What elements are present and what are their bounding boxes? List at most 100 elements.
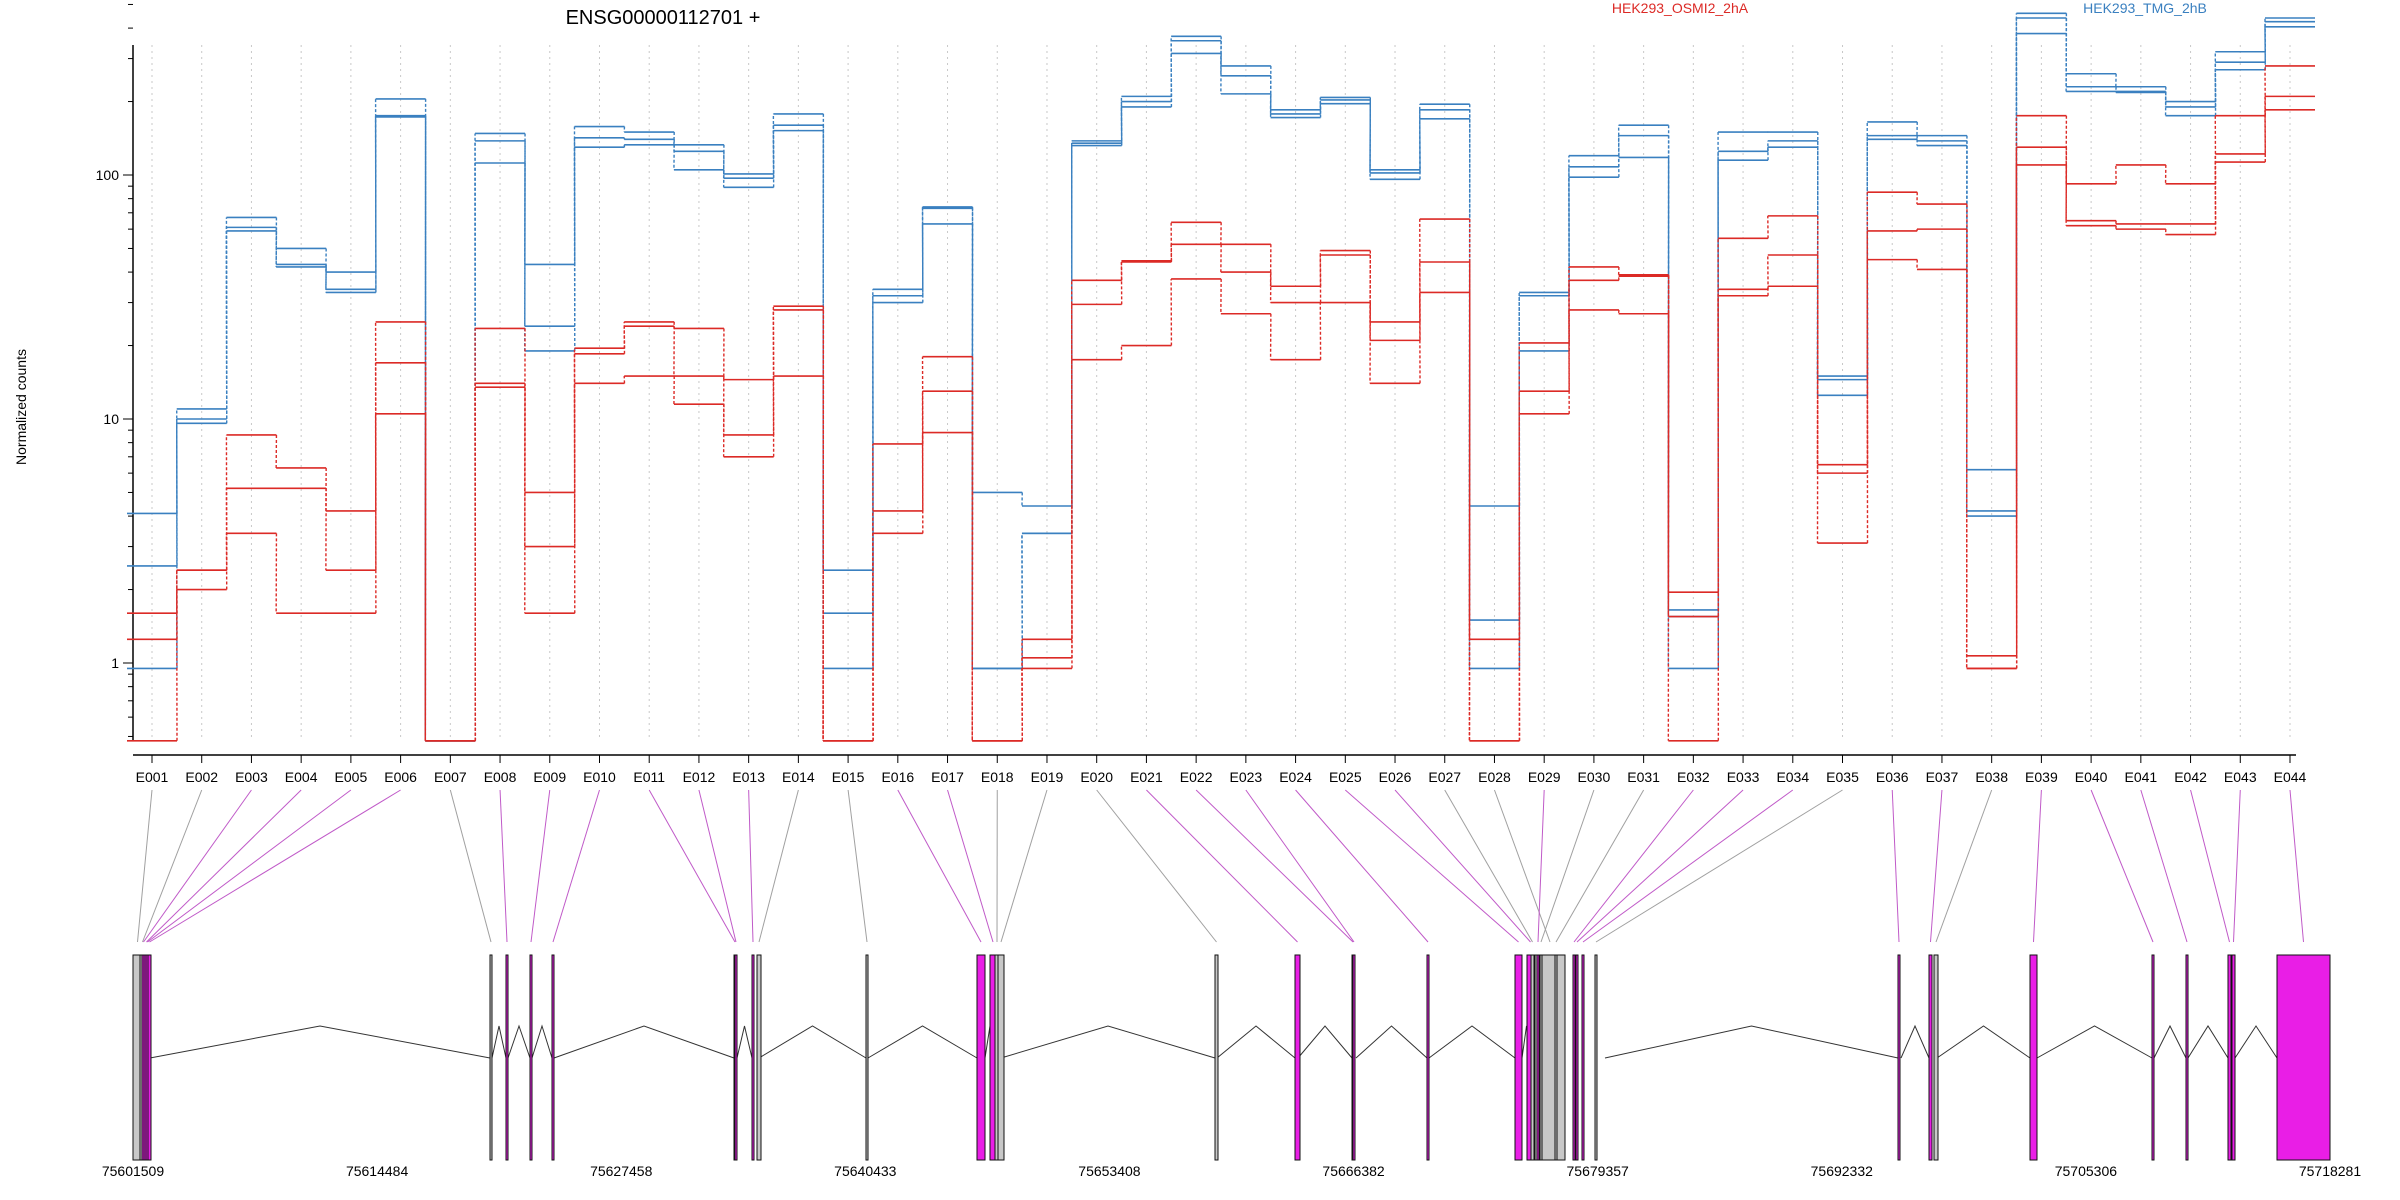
connector-E041 xyxy=(2140,789,2188,943)
exon-box-E023 xyxy=(1352,954,1356,1161)
intron xyxy=(491,1025,507,1059)
coordinate-label: 75679357 xyxy=(1567,1163,1630,1179)
exon-box-E021 xyxy=(1294,954,1301,1161)
exon-box-E025 xyxy=(1514,954,1523,1161)
x-tick-label-E033: E033 xyxy=(1727,769,1760,785)
connector-E020 xyxy=(1096,789,1217,943)
connector-E006 xyxy=(149,789,401,943)
exon-box-E020 xyxy=(1214,954,1219,1161)
connector-E021 xyxy=(1146,789,1298,943)
x-tick-label-E014: E014 xyxy=(782,769,815,785)
x-tick-label-E041: E041 xyxy=(2124,769,2157,785)
x-tick-label-E020: E020 xyxy=(1080,769,1113,785)
y-axis: 1 10 100 xyxy=(96,3,134,740)
connector-E022 xyxy=(1195,789,1354,943)
y-tick-label: 1 xyxy=(111,655,119,671)
x-tick-label-E018: E018 xyxy=(981,769,1014,785)
connector-E038 xyxy=(1935,789,1993,943)
connector-E032 xyxy=(1573,789,1694,943)
connector-E030 xyxy=(1540,789,1595,943)
coordinate-label: 75718281 xyxy=(2299,1163,2362,1179)
exon-box-E010 xyxy=(551,954,555,1161)
connector-E031 xyxy=(1555,789,1645,943)
x-tick-label-E009: E009 xyxy=(533,769,566,785)
legend-label-group-a: HEK293_OSMI2_2hA xyxy=(1612,0,1749,16)
connector-E002 xyxy=(142,789,203,943)
x-tick-label-E013: E013 xyxy=(732,769,765,785)
exon-box-E038 xyxy=(1933,954,1939,1161)
exon-box-E029 xyxy=(1536,954,1540,1161)
series-6 xyxy=(127,109,2315,742)
x-tick-label-E005: E005 xyxy=(335,769,368,785)
x-tick-label-E016: E016 xyxy=(881,769,914,785)
exon-box-E024 xyxy=(1426,954,1430,1161)
intron xyxy=(531,1024,553,1059)
exon-box-E032 xyxy=(1572,954,1576,1161)
exon-box-E034 xyxy=(1581,954,1585,1161)
exon-box-E042 xyxy=(2227,954,2232,1161)
connector-E033 xyxy=(1576,789,1744,943)
exon-box-E012 xyxy=(734,954,738,1161)
connector-E026 xyxy=(1394,789,1531,943)
intron xyxy=(1936,1025,2031,1059)
connector-E027 xyxy=(1444,789,1533,943)
x-tick-label-E008: E008 xyxy=(484,769,517,785)
connector-E042 xyxy=(2190,789,2230,943)
x-tick-label-E006: E006 xyxy=(384,769,417,785)
connector-E023 xyxy=(1245,789,1355,943)
connector-E009 xyxy=(530,789,551,943)
intron xyxy=(1216,1025,1296,1059)
x-tick-label-E036: E036 xyxy=(1876,769,1909,785)
x-tick-label-E035: E035 xyxy=(1826,769,1859,785)
x-tick-label-E027: E027 xyxy=(1428,769,1461,785)
x-tick-label-E031: E031 xyxy=(1627,769,1660,785)
connector-E040 xyxy=(2090,789,2154,943)
coordinate-label: 75653408 xyxy=(1078,1163,1141,1179)
x-tick-label-E023: E023 xyxy=(1230,769,1263,785)
series-3 xyxy=(127,25,2315,742)
exon-box-E033 xyxy=(1575,954,1579,1161)
exon-box-E019 xyxy=(997,954,1005,1161)
connector-E005 xyxy=(147,789,352,943)
exon-box-E007 xyxy=(489,954,493,1161)
exon-box-E030 xyxy=(1539,954,1543,1161)
connector-E017 xyxy=(947,789,994,943)
y-tick-label: 10 xyxy=(103,411,119,427)
connector-E019 xyxy=(1000,789,1048,943)
genomic-coordinate-labels: 75601509 75614484 75627458 75640433 75653408… xyxy=(102,1163,2362,1179)
x-tick-label-E034: E034 xyxy=(1776,769,1809,785)
x-tick-label-E042: E042 xyxy=(2174,769,2207,785)
exon-box-E041 xyxy=(2185,954,2189,1161)
exon-connectors xyxy=(137,789,2304,943)
x-tick-label-E037: E037 xyxy=(1926,769,1959,785)
connector-E014 xyxy=(758,789,799,943)
exon-box-E013 xyxy=(751,954,755,1161)
x-tick-label-E001: E001 xyxy=(136,769,169,785)
x-tick-label-E029: E029 xyxy=(1528,769,1561,785)
x-tick-label-E019: E019 xyxy=(1031,769,1064,785)
connector-E007 xyxy=(449,789,492,943)
connector-E001 xyxy=(137,789,153,943)
x-tick-label-E026: E026 xyxy=(1379,769,1412,785)
x-tick-label-E043: E043 xyxy=(2224,769,2257,785)
x-tick-label-E002: E002 xyxy=(185,769,218,785)
exon-box-E040 xyxy=(2151,954,2155,1161)
exon-box-E039 xyxy=(2029,954,2038,1161)
connector-E036 xyxy=(1891,789,1900,943)
x-tick-label-E015: E015 xyxy=(832,769,865,785)
intron xyxy=(553,1025,735,1059)
coordinate-label: 75601509 xyxy=(102,1163,165,1179)
intron xyxy=(1900,1024,1930,1059)
x-tick-label-E024: E024 xyxy=(1279,769,1312,785)
connector-E008 xyxy=(499,789,508,943)
connector-E013 xyxy=(748,789,754,943)
intron xyxy=(758,1025,867,1059)
exon-gridlines xyxy=(151,45,2291,740)
connector-E029 xyxy=(1537,789,1545,943)
exon-box-E027 xyxy=(1530,954,1535,1161)
x-tick-label-E017: E017 xyxy=(931,769,964,785)
series-1 xyxy=(127,12,2315,742)
x-tick-label-E025: E025 xyxy=(1329,769,1362,785)
coordinate-label: 75692332 xyxy=(1811,1163,1874,1179)
